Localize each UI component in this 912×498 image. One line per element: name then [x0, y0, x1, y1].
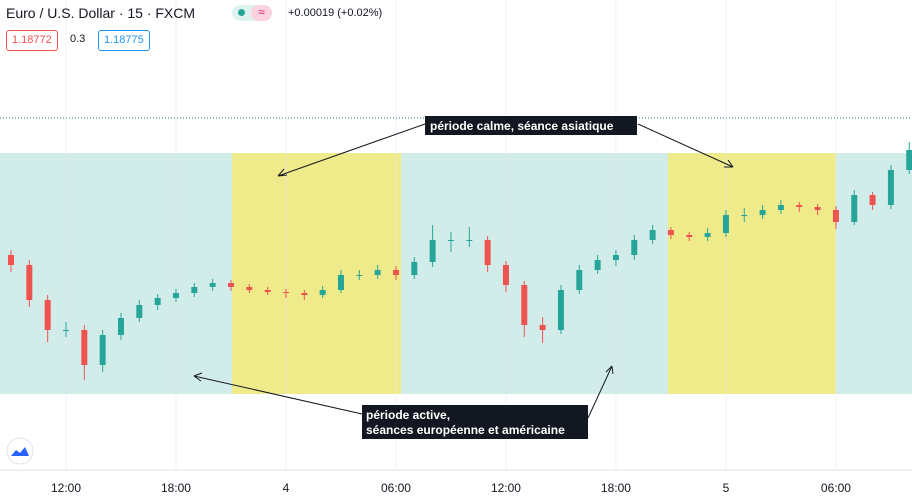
arrowhead	[193, 372, 203, 382]
candle-body	[264, 290, 271, 292]
candle-body	[796, 205, 803, 207]
candle-body	[117, 318, 124, 335]
candle-body	[209, 283, 216, 287]
arrow	[193, 375, 363, 415]
status-badge[interactable]: ≈	[232, 5, 272, 21]
x-tick-label: 12:00	[51, 481, 81, 495]
candle-body	[576, 270, 583, 290]
arrowhead	[724, 159, 734, 168]
candle-body	[81, 330, 88, 365]
annotation: séances européenne et américaine	[366, 423, 565, 437]
x-tick-label: 06:00	[381, 481, 411, 495]
logo[interactable]	[6, 437, 34, 465]
candle-body	[887, 170, 894, 205]
arrowhead	[605, 365, 614, 375]
candle-body	[704, 233, 711, 237]
candle-body	[906, 150, 912, 170]
candle-body	[484, 240, 491, 265]
candle-body	[557, 290, 564, 330]
arrow	[587, 365, 613, 419]
calm-zone	[232, 153, 401, 394]
candle-body	[667, 230, 674, 235]
candle-body	[191, 287, 198, 293]
candle-body	[466, 240, 473, 241]
x-tick-label: 06:00	[821, 481, 851, 495]
candle-body	[246, 287, 253, 290]
candle-body	[411, 262, 418, 275]
logo-mark[interactable]	[11, 447, 29, 456]
candle-body	[227, 283, 234, 287]
logo-circle[interactable]	[6, 437, 34, 465]
candle-body	[759, 210, 766, 215]
candle-body	[301, 293, 308, 295]
candle-body	[154, 298, 161, 305]
candle-body	[447, 240, 454, 241]
candle-body	[7, 255, 14, 265]
candle-body	[777, 205, 784, 210]
sell-button[interactable]: 1.18772	[6, 30, 58, 51]
candle-body	[62, 330, 69, 331]
candle-body	[172, 293, 179, 298]
candle-body	[136, 305, 143, 318]
annotation-box	[425, 116, 637, 135]
candle-body	[374, 270, 381, 275]
symbol[interactable]: Euro / U.S. Dollar · 15 · FXCM	[6, 5, 196, 21]
calm-zone	[668, 153, 836, 394]
candle-body	[869, 195, 876, 205]
candle-body	[337, 275, 344, 290]
candle-body	[612, 255, 619, 260]
x-tick-label: 12:00	[491, 481, 521, 495]
candle-body	[502, 265, 509, 285]
candle-body	[649, 230, 656, 240]
candle-body	[741, 215, 748, 216]
candle-body	[521, 285, 528, 325]
candle-body	[282, 292, 289, 293]
candle-body	[814, 207, 821, 210]
candle-body	[631, 240, 638, 255]
annotation: période calme, séance asiatique	[430, 119, 614, 133]
x-tick-label: 18:00	[601, 481, 631, 495]
candle-body	[319, 290, 326, 295]
arrow	[277, 123, 426, 177]
candle-body	[356, 275, 363, 276]
arrowhead	[277, 168, 288, 177]
x-tick-label: 18:00	[161, 481, 191, 495]
candle-body	[832, 210, 839, 222]
candle-body	[99, 335, 106, 365]
candle-body	[392, 270, 399, 275]
time-axis	[0, 470, 912, 498]
annotation-box	[362, 405, 588, 439]
buy-button[interactable]: 1.18775	[98, 30, 150, 51]
change: +0.00019 (+0.02%)	[288, 7, 383, 19]
x-tick-label: 4	[283, 481, 290, 495]
candle-body	[44, 300, 51, 330]
candle-body	[26, 265, 33, 300]
candle-body	[851, 195, 858, 222]
candle-body	[722, 215, 729, 233]
x-tick-label: 5	[723, 481, 730, 495]
candle-body	[429, 240, 436, 262]
arrow	[637, 123, 734, 168]
annotation: période active,	[366, 408, 450, 422]
arrows	[193, 123, 734, 419]
candle-body	[686, 235, 693, 237]
spread: 0.3	[70, 30, 86, 49]
candle-body	[594, 260, 601, 270]
candle-body	[539, 325, 546, 330]
